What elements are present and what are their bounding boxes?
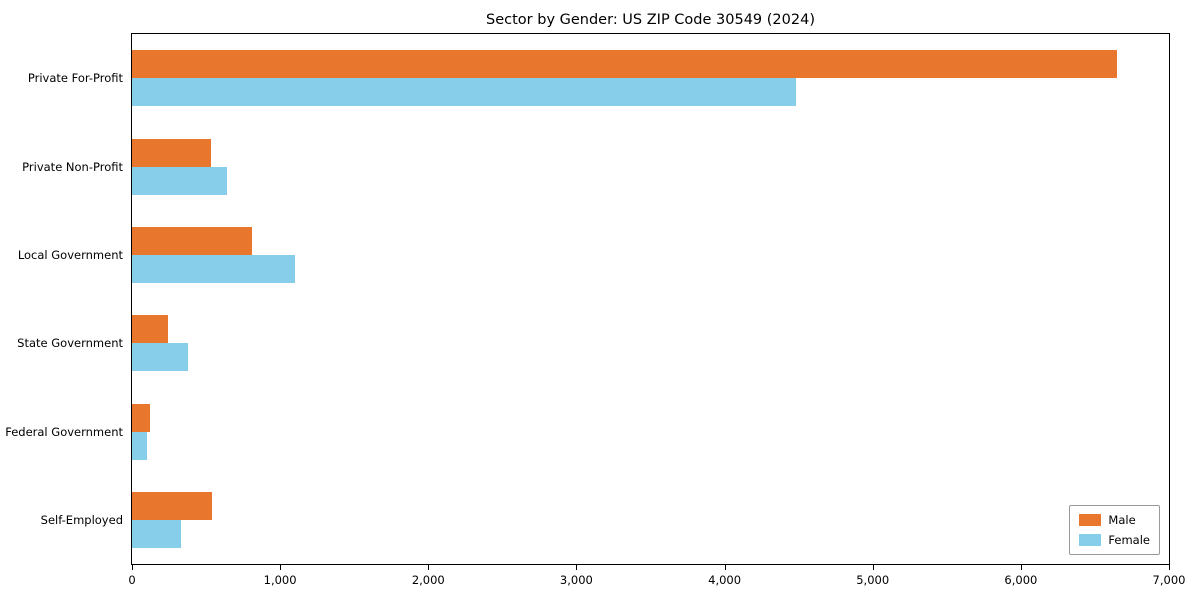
bar-male-5 bbox=[132, 491, 212, 520]
bar-male-4 bbox=[132, 403, 150, 432]
bar-female-1 bbox=[132, 166, 227, 195]
y-axis-label: Federal Government bbox=[5, 424, 123, 439]
x-tick-label: 3,000 bbox=[559, 573, 593, 587]
x-tick-label: 0 bbox=[128, 573, 136, 587]
legend-label-female: Female bbox=[1108, 533, 1150, 547]
x-tick-label: 4,000 bbox=[708, 573, 742, 587]
x-tick-label: 2,000 bbox=[411, 573, 445, 587]
bar-female-2 bbox=[132, 254, 295, 283]
x-tick-label: 7,000 bbox=[1152, 573, 1186, 587]
y-axis-label: Private For-Profit bbox=[27, 71, 123, 86]
bar-female-0 bbox=[132, 78, 796, 107]
x-tick-mark bbox=[1020, 565, 1022, 570]
x-tick-label: 1,000 bbox=[263, 573, 297, 587]
legend-entry-female: Female bbox=[1079, 533, 1150, 547]
bar-male-3 bbox=[132, 315, 168, 344]
bar-male-1 bbox=[132, 138, 211, 167]
legend-swatch-female bbox=[1079, 534, 1102, 546]
x-tick-label: 5,000 bbox=[856, 573, 890, 587]
legend-label-male: Male bbox=[1108, 513, 1136, 527]
legend: Male Female bbox=[1069, 505, 1160, 555]
x-tick-label: 6,000 bbox=[1004, 573, 1038, 587]
y-axis-label: Self-Employed bbox=[40, 512, 123, 527]
legend-swatch-male bbox=[1079, 514, 1102, 526]
bar-female-3 bbox=[132, 343, 189, 372]
x-tick-mark bbox=[132, 565, 133, 570]
bar-female-5 bbox=[132, 519, 181, 548]
bar-female-4 bbox=[132, 431, 147, 460]
plot-area: Male Female Private For-Profit Private No… bbox=[5, 33, 1185, 587]
x-tick-mark bbox=[724, 565, 726, 570]
x-tick-mark bbox=[428, 565, 430, 570]
bar-male-2 bbox=[132, 226, 252, 255]
y-axis-label: Local Government bbox=[17, 247, 123, 262]
y-axis-label: Private Non-Profit bbox=[22, 159, 123, 174]
x-tick-mark bbox=[872, 565, 874, 570]
chart-title: Sector by Gender: US ZIP Code 30549 (202… bbox=[486, 12, 815, 28]
legend-entry-male: Male bbox=[1079, 513, 1150, 527]
bar-male-0 bbox=[132, 50, 1118, 79]
x-tick-mark bbox=[1169, 565, 1170, 570]
y-axis-label: State Government bbox=[17, 336, 123, 351]
x-tick-mark bbox=[280, 565, 282, 570]
x-tick-mark bbox=[576, 565, 578, 570]
